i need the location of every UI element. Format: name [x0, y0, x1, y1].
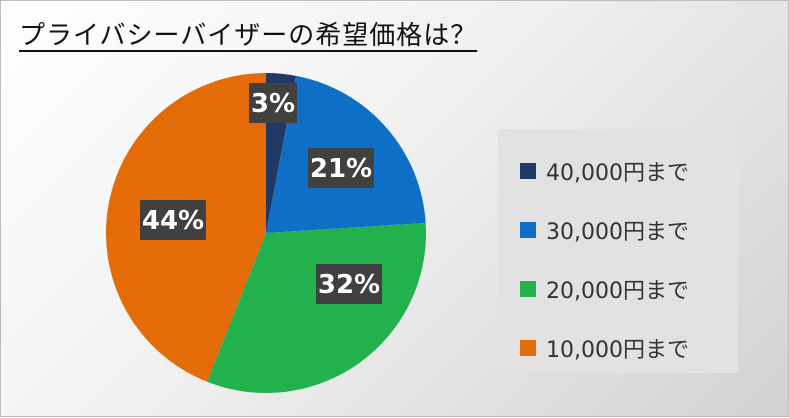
- data-label-text: 32%: [318, 270, 380, 300]
- chart-title: プライバシーバイザーの希望価格は？: [19, 21, 478, 51]
- data-label-box: [308, 148, 374, 188]
- data-label-text: 21%: [310, 154, 372, 184]
- legend-label-10000: 10,000円まで: [546, 338, 689, 363]
- data-label-text: 44%: [142, 206, 204, 236]
- data-label-box: [140, 200, 206, 240]
- data-label-box: [249, 83, 297, 123]
- legend-swatch-10000: [520, 340, 536, 356]
- legend-swatch-20000: [520, 281, 536, 297]
- data-label-30000: 21%: [308, 148, 374, 188]
- legend-item-30000: 30,000円まで: [520, 214, 689, 246]
- data-label-box: [316, 264, 382, 304]
- data-label-40000: 3%: [249, 83, 297, 123]
- data-label-10000: 44%: [140, 200, 206, 240]
- legend-label-30000: 30,000円まで: [546, 220, 689, 245]
- legend-item-20000: 20,000円まで: [520, 273, 689, 305]
- legend-swatch-40000: [520, 163, 536, 179]
- data-label-20000: 32%: [316, 264, 382, 304]
- legend-label-20000: 20,000円まで: [546, 279, 689, 304]
- legend-item-40000: 40,000円まで: [520, 155, 689, 187]
- legend: 40,000円まで 30,000円まで 20,000円まで 10,000円まで: [498, 129, 738, 373]
- legend-item-10000: 10,000円まで: [520, 332, 689, 364]
- data-label-text: 3%: [251, 89, 295, 119]
- legend-label-40000: 40,000円まで: [546, 161, 689, 186]
- legend-swatch-30000: [520, 222, 536, 238]
